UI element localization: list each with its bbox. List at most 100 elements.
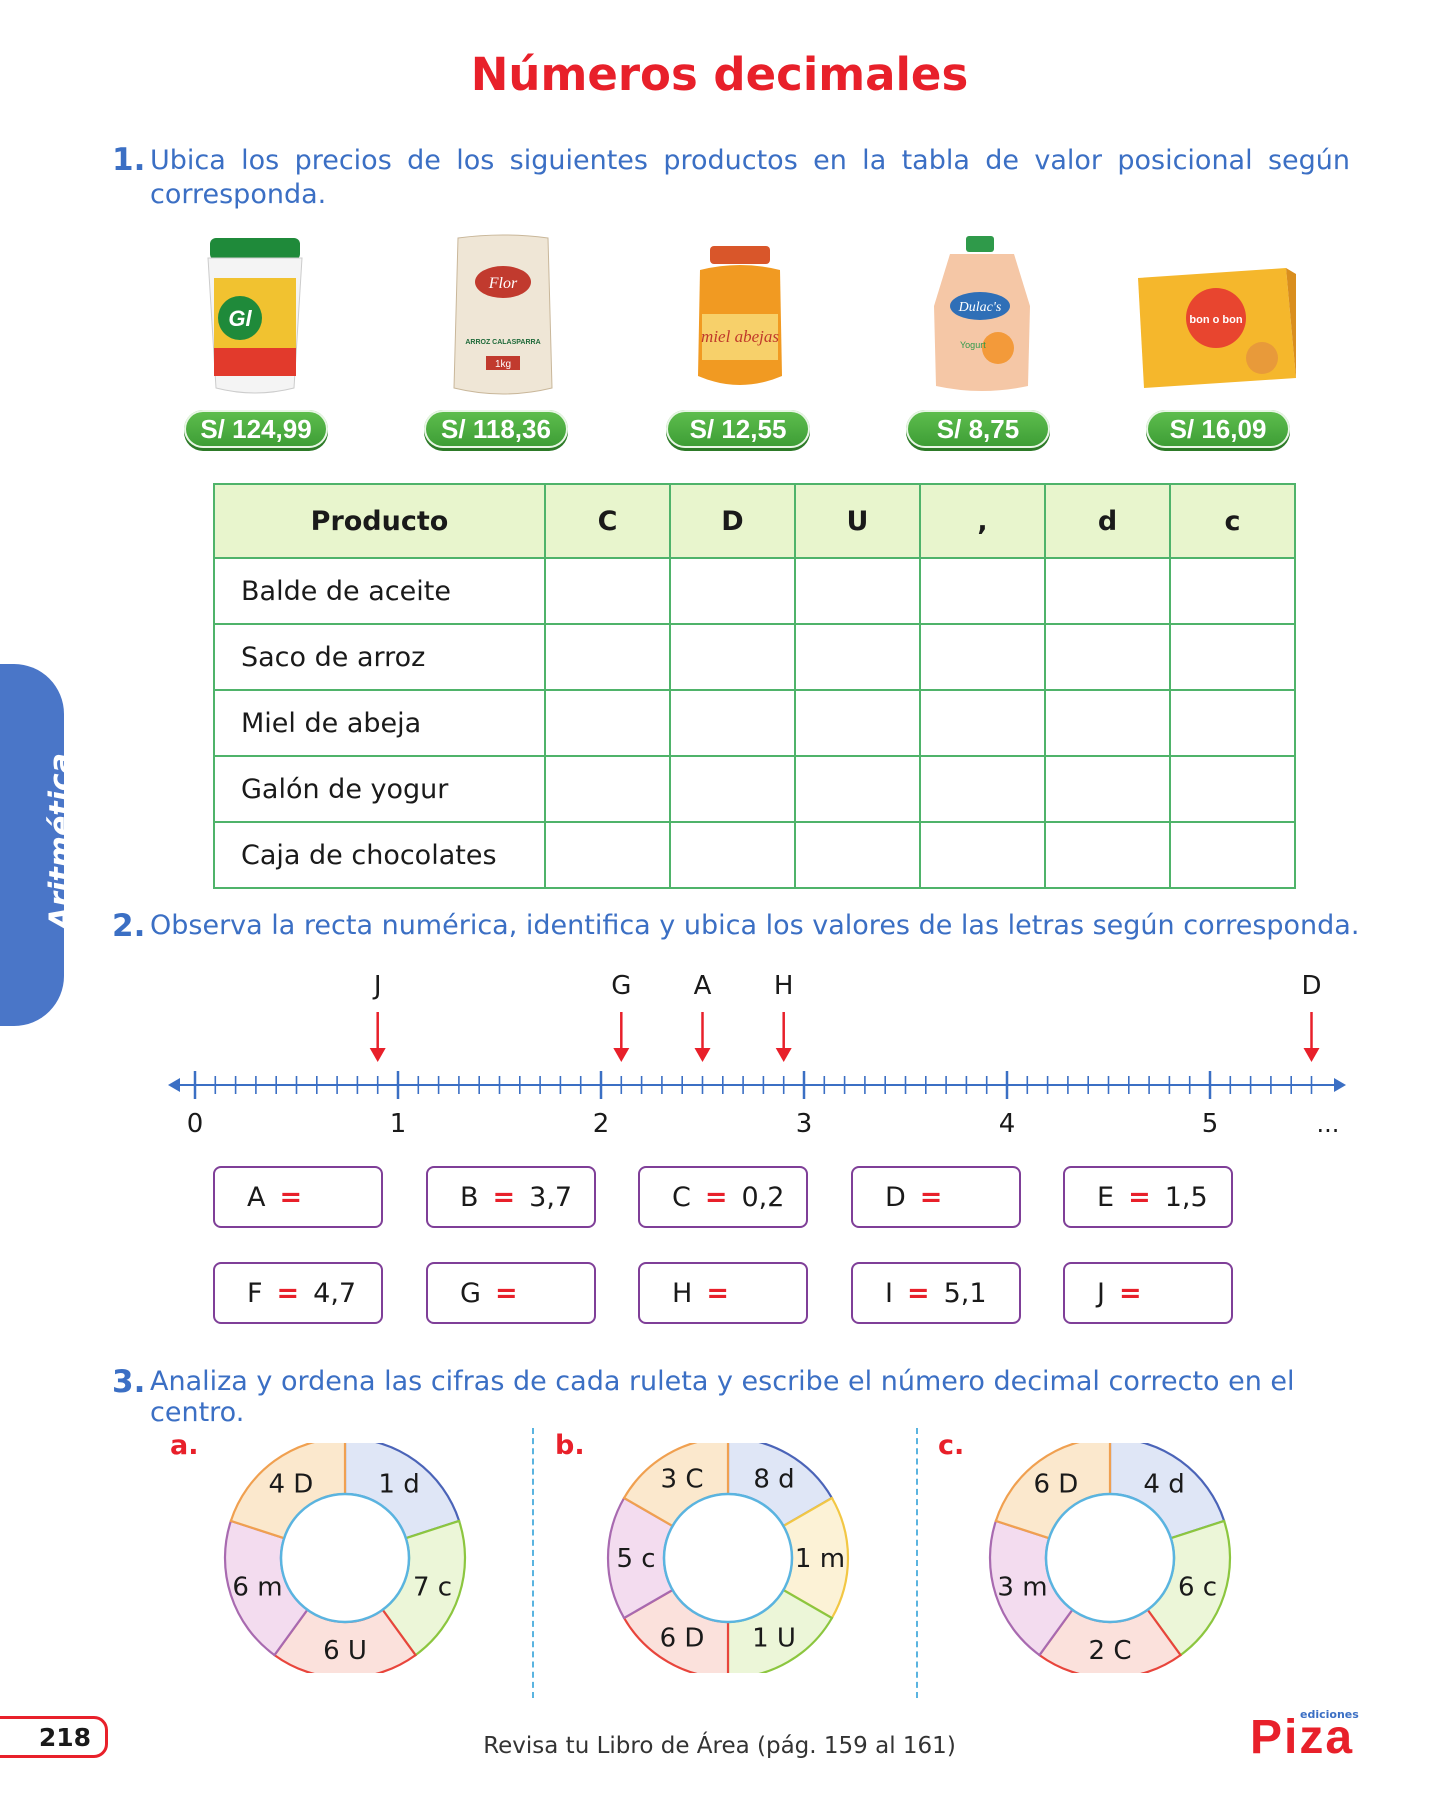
answer-cell[interactable] <box>1169 557 1296 625</box>
price-tag: S/ 8,75 <box>906 410 1050 448</box>
letter-box-c[interactable]: C = 0,2 <box>638 1166 808 1228</box>
roulette-answer-center[interactable] <box>662 1492 794 1624</box>
table-header: c <box>1169 483 1296 559</box>
answer-cell[interactable] <box>919 755 1046 823</box>
table-header: U <box>794 483 921 559</box>
answer-cell[interactable] <box>544 557 671 625</box>
answer-cell[interactable] <box>669 557 796 625</box>
question-2-number: 2. <box>112 908 146 944</box>
table-header: , <box>919 483 1046 559</box>
answer-cell[interactable] <box>1169 755 1296 823</box>
letter-box-j[interactable]: J = <box>1063 1262 1233 1324</box>
letter-box-g[interactable]: G = <box>426 1262 596 1324</box>
price-tag: S/ 118,36 <box>424 410 568 448</box>
letter: A <box>247 1182 266 1213</box>
svg-text:miel abejas: miel abejas <box>701 327 779 346</box>
answer-cell[interactable] <box>669 821 796 889</box>
product-name: Caja de chocolates <box>213 821 546 889</box>
answer-cell[interactable] <box>794 623 921 691</box>
answer-cell[interactable] <box>1044 623 1171 691</box>
letter: B <box>460 1182 479 1213</box>
table-header: Producto <box>213 483 546 559</box>
publisher-logo-subtitle: ediciones <box>1300 1708 1359 1721</box>
publisher-logo: Piza <box>1250 1711 1355 1764</box>
answer-cell[interactable] <box>544 821 671 889</box>
answer-cell[interactable] <box>794 689 921 757</box>
answer-cell[interactable] <box>1044 755 1171 823</box>
table-header: D <box>669 483 796 559</box>
table-row: Caja de chocolates <box>213 821 1296 889</box>
letter: F <box>247 1278 263 1309</box>
down-arrow-icon <box>1303 1048 1320 1062</box>
roulette-a-label: a. <box>170 1430 199 1461</box>
divider <box>916 1428 918 1698</box>
roulette-answer-center[interactable] <box>279 1492 411 1624</box>
question-1-number: 1. <box>112 142 146 178</box>
answer-cell[interactable] <box>794 557 921 625</box>
roulette-answer-center[interactable] <box>1044 1492 1176 1624</box>
letter-box-d[interactable]: D = <box>851 1166 1021 1228</box>
product-name: Miel de abeja <box>213 689 546 757</box>
roulette-b-label: b. <box>555 1430 585 1461</box>
answer-cell[interactable] <box>669 689 796 757</box>
answer-cell[interactable] <box>1044 689 1171 757</box>
roulette-digit: 7 c <box>413 1572 452 1602</box>
answer-cell[interactable] <box>1044 557 1171 625</box>
answer-cell[interactable] <box>669 755 796 823</box>
answer-cell[interactable] <box>1169 623 1296 691</box>
section-tab-label: Aritmética <box>43 753 79 930</box>
equals-sign: = <box>276 1278 300 1309</box>
roulette-digit: 6 D <box>1034 1470 1079 1500</box>
tick-label: 4 <box>999 1109 1016 1139</box>
question-3-number: 3. <box>112 1364 146 1400</box>
letter-box-f[interactable]: F = 4,7 <box>213 1262 383 1324</box>
roulette-digit: 5 c <box>616 1544 655 1574</box>
letter: G <box>460 1278 481 1309</box>
answer-cell[interactable] <box>919 689 1046 757</box>
right-arrow-icon <box>1334 1078 1346 1092</box>
tick-label: 2 <box>593 1109 610 1139</box>
place-value-table: Producto C D U , d c Balde de aceite Sac… <box>213 483 1296 889</box>
marker-label: D <box>1301 971 1321 1001</box>
letter-box-a[interactable]: A = <box>213 1166 383 1228</box>
equals-sign: = <box>919 1182 943 1213</box>
equals-sign: = <box>704 1182 728 1213</box>
answer-cell[interactable] <box>919 821 1046 889</box>
roulette-digit: 1 U <box>752 1624 796 1654</box>
answer-cell[interactable] <box>919 557 1046 625</box>
answer-cell[interactable] <box>544 689 671 757</box>
letter-value: 1,5 <box>1164 1182 1208 1213</box>
marker-label: G <box>611 971 631 1001</box>
letter-box-e[interactable]: E = 1,5 <box>1063 1166 1233 1228</box>
rice-sack-image: Flor ARROZ CALASPARRA 1kg <box>453 234 553 395</box>
down-arrow-icon <box>369 1048 386 1062</box>
oil-bucket-image: Gl <box>207 238 303 394</box>
letter-box-h[interactable]: H = <box>638 1262 808 1324</box>
table-row: Miel de abeja <box>213 689 1296 757</box>
tick-label: 3 <box>796 1109 813 1139</box>
number-line: 0 1 2 3 4 5 ... J G A H D <box>168 971 1346 1139</box>
price-tag: S/ 16,09 <box>1146 410 1290 448</box>
answer-cell[interactable] <box>544 755 671 823</box>
ellipsis: ... <box>1317 1110 1340 1138</box>
letter-box-i[interactable]: I = 5,1 <box>851 1262 1021 1324</box>
roulette-digit: 6 D <box>660 1624 705 1654</box>
roulette-c: 4 d 6 c 2 C 3 m 6 D <box>988 1443 1232 1673</box>
answer-cell[interactable] <box>669 623 796 691</box>
price-tag: S/ 12,55 <box>666 410 810 448</box>
roulette-a: 1 d 7 c 6 U 6 m 4 D <box>223 1443 467 1673</box>
letter-value: 5,1 <box>943 1278 987 1309</box>
roulette-digit: 6 c <box>1178 1572 1217 1602</box>
letter-box-b[interactable]: B = 3,7 <box>426 1166 596 1228</box>
answer-cell[interactable] <box>544 623 671 691</box>
answer-cell[interactable] <box>1169 821 1296 889</box>
table-row: Galón de yogur <box>213 755 1296 823</box>
answer-cell[interactable] <box>794 821 921 889</box>
left-arrow-icon <box>168 1078 180 1092</box>
answer-cell[interactable] <box>1169 689 1296 757</box>
answer-cell[interactable] <box>794 755 921 823</box>
answer-cell[interactable] <box>919 623 1046 691</box>
answer-cell[interactable] <box>1044 821 1171 889</box>
letter-value: 0,2 <box>741 1182 785 1213</box>
svg-text:Flor: Flor <box>488 275 518 292</box>
